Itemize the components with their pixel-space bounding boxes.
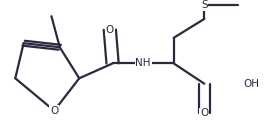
Text: O: O: [200, 108, 208, 118]
Text: O: O: [106, 25, 114, 35]
Text: NH: NH: [135, 58, 151, 68]
Text: S: S: [201, 0, 208, 10]
Text: OH: OH: [243, 79, 259, 89]
Text: O: O: [50, 106, 58, 116]
